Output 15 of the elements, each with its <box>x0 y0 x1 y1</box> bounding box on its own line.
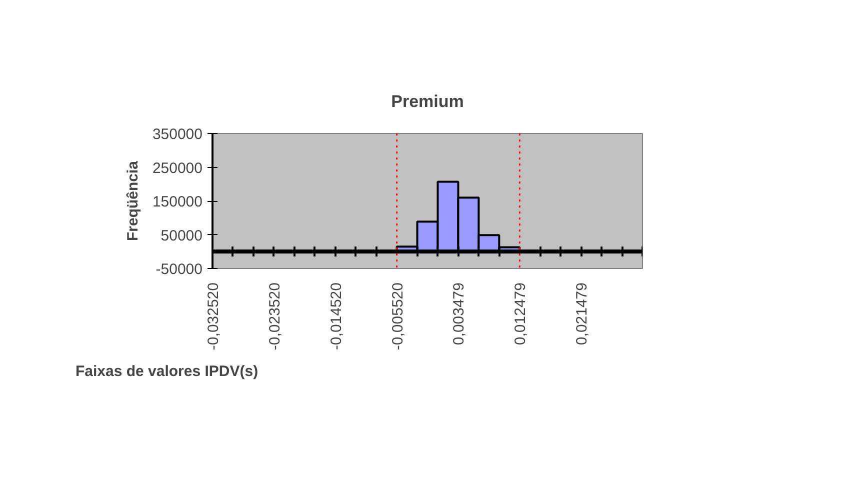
y-tick-label: -50000 <box>156 261 203 278</box>
x-tick-label: 0,021479 <box>574 282 591 346</box>
y-tick-label: 350000 <box>152 126 203 143</box>
y-axis-title: Freqüência <box>124 160 142 242</box>
y-tick-label: 250000 <box>152 160 203 177</box>
x-tick-label: -0,032520 <box>205 282 222 350</box>
x-tick-label: 0,012479 <box>512 282 530 346</box>
y-tick-label: 50000 <box>160 227 203 244</box>
chart-title: Premium <box>391 92 464 111</box>
x-tick-label: -0,014520 <box>328 282 345 350</box>
y-tick-label: 150000 <box>152 194 203 210</box>
x-axis-title: Faixas de valores IPDV(s) <box>76 363 258 380</box>
x-tick-label: -0,023520 <box>266 282 284 350</box>
x-tick-label: 0,003479 <box>450 282 468 346</box>
x-tick-label: -0,005520 <box>389 282 406 350</box>
